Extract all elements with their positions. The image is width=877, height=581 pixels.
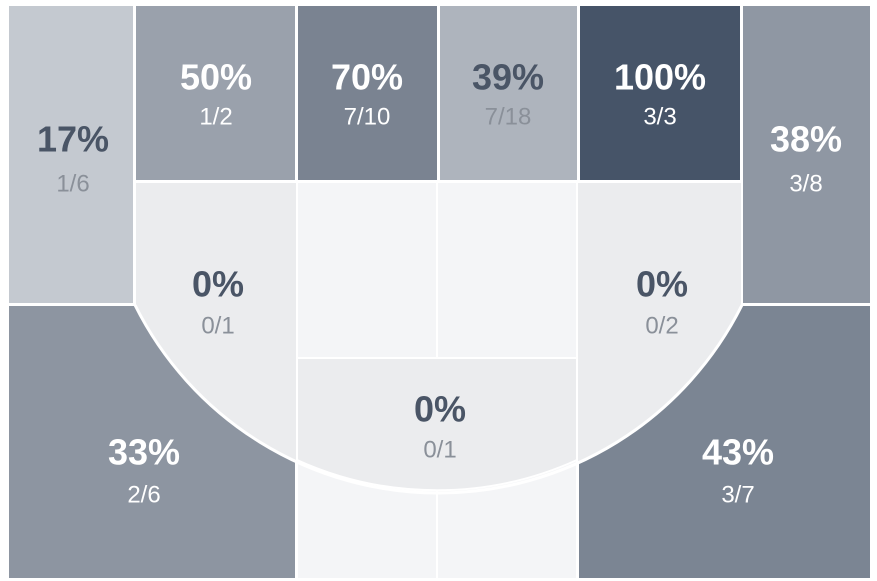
zone [7, 4, 135, 305]
zone-frac: 0/1 [201, 312, 234, 339]
zone-frac: 1/2 [199, 103, 232, 130]
zone-pct: 0% [192, 264, 244, 305]
zone-frac: 2/6 [127, 481, 160, 508]
zone [134, 4, 297, 182]
zone-frac: 7/10 [344, 103, 391, 130]
zone-pct: 0% [636, 264, 688, 305]
zone [741, 4, 872, 305]
zone-pct: 50% [180, 57, 252, 98]
zone [296, 357, 578, 492]
arc [133, 304, 744, 495]
zone-frac: 3/8 [789, 170, 822, 197]
zone [296, 4, 439, 182]
zone-frac: 3/3 [643, 103, 676, 130]
zone-frac: 3/7 [721, 481, 754, 508]
zone-frac: 0/2 [645, 312, 678, 339]
zone [578, 4, 742, 182]
zone-frac: 7/18 [485, 103, 532, 130]
zone-pct: 38% [770, 119, 842, 160]
zone-pct: 17% [37, 119, 109, 160]
zone-pct: 39% [472, 57, 544, 98]
zone-pct: 70% [331, 57, 403, 98]
zone [438, 4, 579, 182]
zone-pct: 0% [414, 389, 466, 430]
zone-frac: 0/1 [423, 436, 456, 463]
zone-pct: 100% [614, 57, 706, 98]
zone-frac: 1/6 [56, 170, 89, 197]
zone-pct: 43% [702, 432, 774, 473]
zone-pct: 33% [108, 432, 180, 473]
